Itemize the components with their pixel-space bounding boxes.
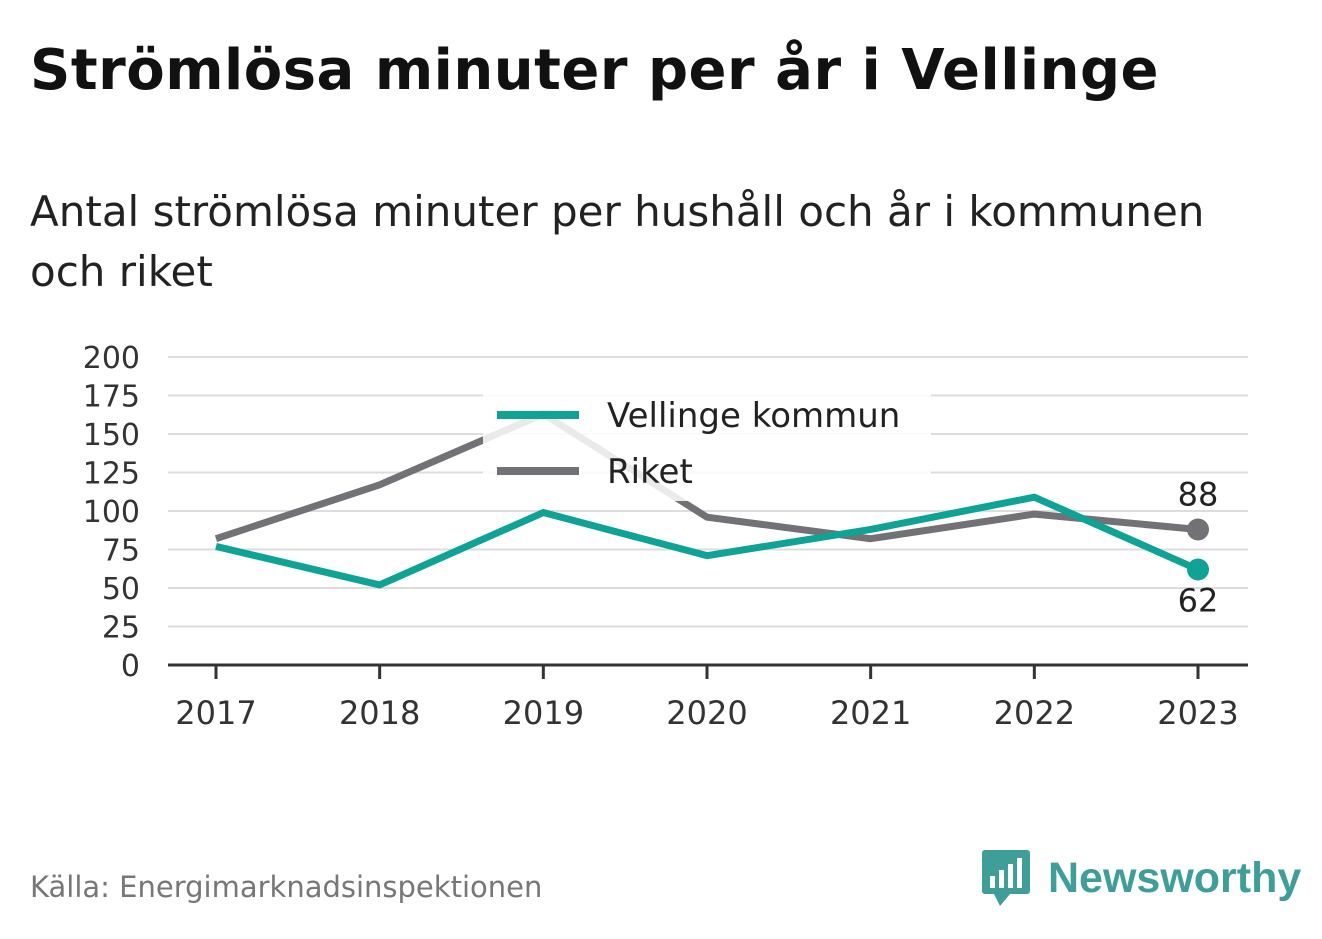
series-riket	[214, 410, 1209, 543]
end-label-riket: 88	[1178, 475, 1219, 513]
x-axis: 2017 2018 2019 2020 2021 2022 2023	[168, 663, 1248, 732]
legend: Vellinge kommun Riket	[483, 383, 931, 501]
y-tick-label: 100	[83, 495, 140, 530]
x-tick-label: 2018	[339, 694, 420, 732]
newsworthy-logo: Newsworthy	[980, 848, 1301, 908]
legend-background	[483, 383, 931, 501]
series-line-vellinge	[215, 493, 1200, 589]
legend-label-riket: Riket	[607, 452, 693, 492]
x-tick-label: 2019	[503, 694, 584, 732]
end-labels: 88 62	[1178, 475, 1219, 619]
x-tick-label: 2021	[830, 694, 911, 732]
chart-subtitle: Antal strömlösa minuter per hushåll och …	[30, 187, 1205, 296]
end-point-riket	[1187, 518, 1209, 541]
legend-label-vellinge: Vellinge kommun	[607, 396, 900, 436]
series-line-riket	[214, 410, 1199, 543]
chart-title: Strömlösa minuter per år i Vellinge	[30, 38, 1160, 103]
source-note: Källa: Energimarknadsinspektionen	[30, 870, 543, 904]
y-tick-label: 75	[102, 534, 140, 569]
x-tick-label: 2017	[175, 694, 256, 732]
y-tick-label: 150	[83, 418, 140, 453]
y-tick-label: 200	[83, 341, 140, 376]
x-tick-label: 2022	[994, 694, 1075, 732]
end-label-vellinge: 62	[1178, 582, 1219, 620]
y-tick-label: 25	[102, 611, 140, 646]
newsworthy-logo-icon	[982, 850, 1030, 906]
end-point-vellinge	[1187, 558, 1209, 581]
y-tick-label: 0	[121, 649, 140, 684]
x-tick-label: 2020	[666, 694, 747, 732]
y-tick-label: 50	[102, 572, 140, 607]
y-tick-label: 125	[83, 457, 140, 492]
x-tick-label: 2023	[1157, 694, 1238, 732]
newsworthy-logo-text: Newsworthy	[1048, 853, 1302, 902]
series-vellinge	[215, 493, 1209, 589]
y-tick-label: 175	[83, 380, 140, 415]
